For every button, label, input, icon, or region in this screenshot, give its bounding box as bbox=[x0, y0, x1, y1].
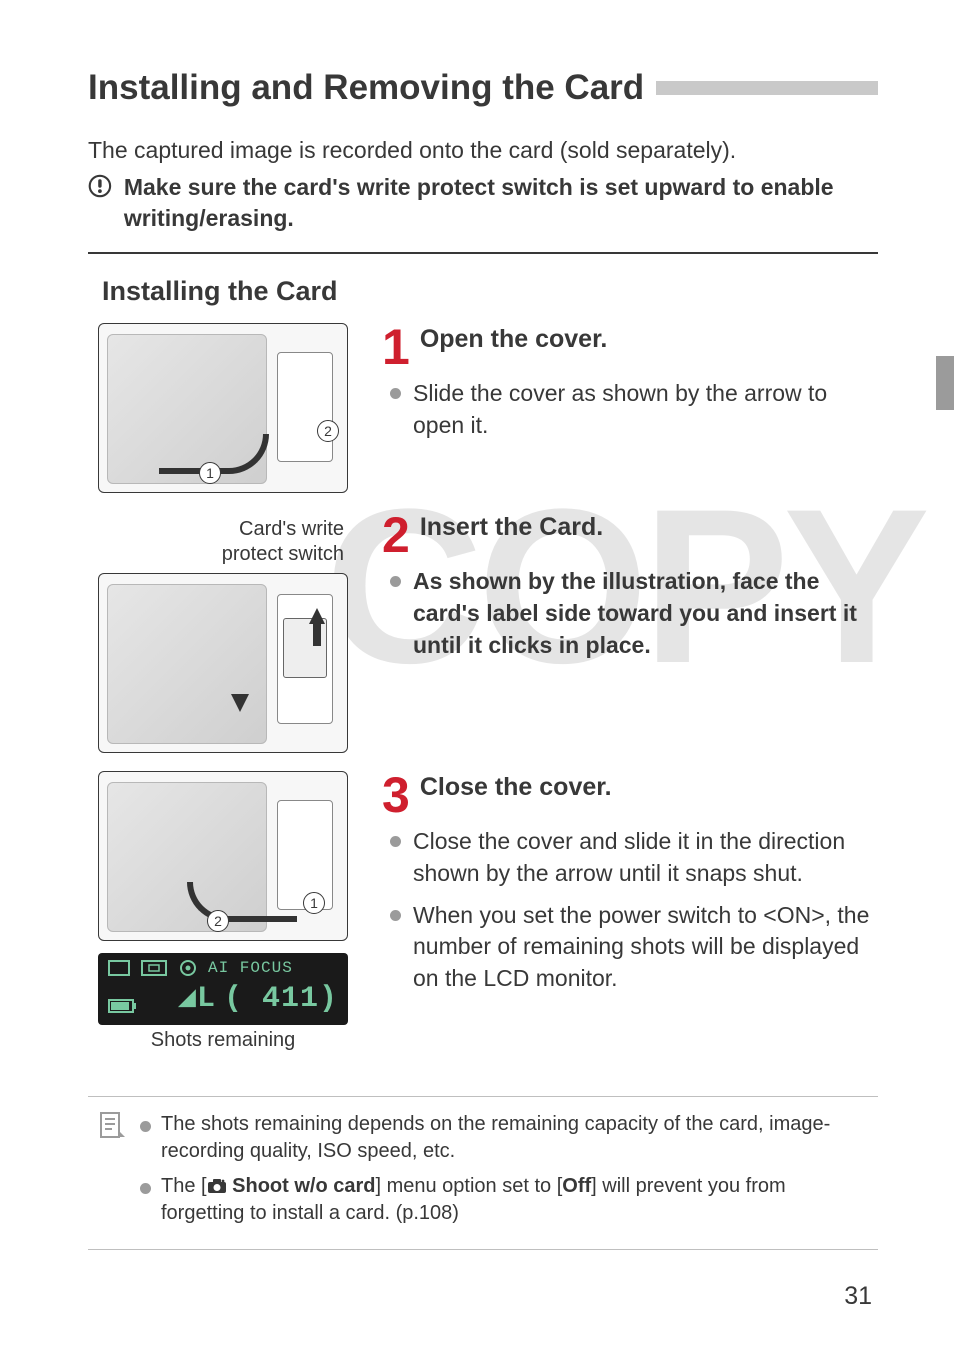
step-1-body: 1 Open the cover. Slide the cover as sho… bbox=[382, 323, 878, 493]
step-3-bullet-1: Close the cover and slide it in the dire… bbox=[390, 826, 878, 889]
note-2-text: The [ Shoot w/o card] menu option set to… bbox=[161, 1173, 868, 1227]
shots-remaining-label: Shots remaining bbox=[151, 1029, 296, 1052]
write-protect-caption: Card's write protect switch bbox=[222, 517, 344, 567]
step-2-title: Insert the Card. bbox=[420, 513, 603, 542]
step-2: Card's write protect switch 2 Insert the… bbox=[88, 511, 878, 753]
bullet-dot-icon bbox=[140, 1121, 151, 1132]
step3-marker-2: 1 bbox=[303, 892, 325, 914]
warning-row: Make sure the card's write protect switc… bbox=[88, 172, 878, 234]
step-3-illustration: 2 1 AI FOCUS ◢L ( 411) Shots remaining bbox=[88, 771, 358, 1052]
lcd-battery-icon bbox=[108, 997, 138, 1015]
note-2: The [ Shoot w/o card] menu option set to… bbox=[140, 1173, 868, 1227]
lcd-metering-icon bbox=[178, 959, 198, 977]
page-number: 31 bbox=[844, 1282, 872, 1311]
bullet-dot-icon bbox=[390, 388, 401, 399]
section-heading: Installing the Card bbox=[102, 276, 878, 307]
note-2-mid: ] menu option set to [ bbox=[375, 1175, 562, 1197]
lcd-mode-icon bbox=[108, 960, 130, 976]
bullet-dot-icon bbox=[390, 836, 401, 847]
steps-container: 1 2 1 Open the cover. Slide the cover as… bbox=[88, 323, 878, 1052]
step-2-bullet-text: As shown by the illustration, face the c… bbox=[413, 566, 878, 661]
notes-box: The shots remaining depends on the remai… bbox=[88, 1096, 878, 1250]
lcd-shots-count: ( 411) bbox=[224, 982, 338, 1016]
step-2-bullet: As shown by the illustration, face the c… bbox=[390, 566, 878, 661]
caption-leader-line bbox=[306, 573, 308, 574]
page-tab-marker bbox=[936, 356, 954, 410]
step-3-title: Close the cover. bbox=[420, 773, 612, 802]
intro-text: The captured image is recorded onto the … bbox=[88, 134, 878, 166]
warning-icon bbox=[88, 172, 112, 200]
notes-list: The shots remaining depends on the remai… bbox=[140, 1111, 868, 1235]
step-3-bullet-1-text: Close the cover and slide it in the dire… bbox=[413, 826, 878, 889]
lcd-quality: ◢L bbox=[178, 979, 216, 1016]
title-rule bbox=[656, 81, 878, 95]
step-1-title: Open the cover. bbox=[420, 325, 608, 354]
step1-marker-2: 2 bbox=[317, 420, 339, 442]
note-2-menu-name: Shoot w/o card bbox=[227, 1175, 376, 1197]
step-3-number: 3 bbox=[382, 773, 410, 818]
title-row: Installing and Removing the Card bbox=[88, 68, 878, 108]
note-1-text: The shots remaining depends on the remai… bbox=[161, 1111, 868, 1165]
warning-text: Make sure the card's write protect switc… bbox=[124, 172, 878, 234]
lcd-af-mode: AI FOCUS bbox=[208, 959, 293, 977]
step-3-bullet-2: When you set the power switch to <ON>, t… bbox=[390, 900, 878, 995]
notes-icon bbox=[98, 1111, 126, 1141]
insert-arrow-icon bbox=[231, 694, 249, 712]
step-1-number: 1 bbox=[382, 325, 410, 370]
step-1-illustration: 1 2 bbox=[88, 323, 358, 493]
camera-menu-icon bbox=[207, 1178, 227, 1194]
bullet-dot-icon bbox=[390, 576, 401, 587]
step-1: 1 2 1 Open the cover. Slide the cover as… bbox=[88, 323, 878, 493]
lcd-bracket-icon bbox=[140, 959, 168, 977]
note-2-pre: The [ bbox=[161, 1175, 207, 1197]
step-2-number: 2 bbox=[382, 513, 410, 558]
step-3-body: 3 Close the cover. Close the cover and s… bbox=[382, 771, 878, 1052]
step-3-bullet-2-text: When you set the power switch to <ON>, t… bbox=[413, 900, 878, 995]
bullet-dot-icon bbox=[390, 910, 401, 921]
note-2-off: Off bbox=[562, 1175, 591, 1197]
step-1-bullet: Slide the cover as shown by the arrow to… bbox=[390, 378, 878, 441]
lcd-display: AI FOCUS ◢L ( 411) bbox=[98, 953, 348, 1025]
step-2-body: 2 Insert the Card. As shown by the illus… bbox=[382, 511, 878, 753]
bullet-dot-icon bbox=[140, 1183, 151, 1194]
page-title: Installing and Removing the Card bbox=[88, 68, 644, 108]
illustration-insert-card bbox=[98, 573, 348, 753]
divider bbox=[88, 252, 878, 254]
step-1-bullet-text: Slide the cover as shown by the arrow to… bbox=[413, 378, 878, 441]
step-2-illustration: Card's write protect switch bbox=[88, 511, 358, 753]
illustration-close-cover: 2 1 bbox=[98, 771, 348, 941]
step-3: 2 1 AI FOCUS ◢L ( 411) Shots remaining bbox=[88, 771, 878, 1052]
illustration-open-cover: 1 2 bbox=[98, 323, 348, 493]
note-1: The shots remaining depends on the remai… bbox=[140, 1111, 868, 1165]
